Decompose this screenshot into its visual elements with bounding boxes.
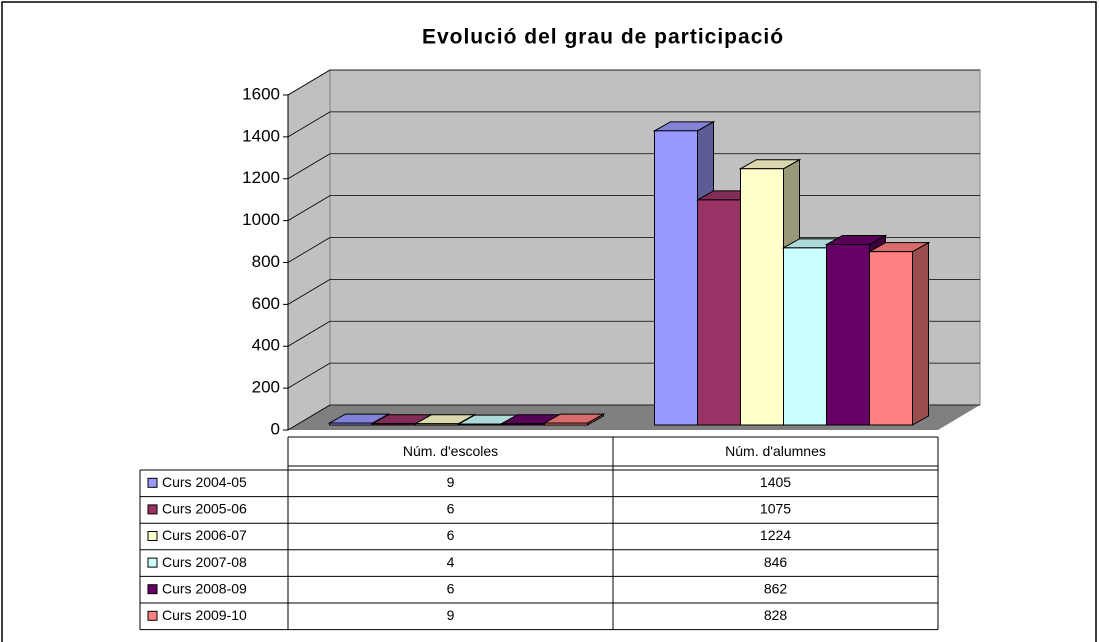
table-header: Núm. d'alumnes: [725, 443, 826, 459]
bar: [501, 423, 545, 426]
grid-line: [287, 362, 331, 389]
table-value: 1075: [760, 501, 791, 517]
table-value: 846: [764, 554, 788, 570]
legend-label: Curs 2004-05: [162, 474, 247, 490]
table-value: 862: [764, 580, 788, 596]
grid-line: [287, 404, 331, 431]
table-value: 6: [447, 580, 455, 596]
table-header: Núm. d'escoles: [403, 443, 498, 459]
legend-key: [147, 584, 158, 595]
y-tick-label: 1000: [242, 210, 280, 229]
y-tick-label: 800: [252, 252, 280, 271]
grid-line: [287, 69, 331, 96]
grid-line: [287, 111, 331, 138]
table-value: 6: [447, 501, 455, 517]
y-tick-label: 1200: [242, 168, 280, 187]
bar: [544, 422, 588, 426]
table-value: 4: [447, 554, 455, 570]
grid-line: [287, 153, 331, 180]
table-value: 9: [447, 474, 455, 490]
table-value: 9: [447, 607, 455, 623]
table-value: 6: [447, 527, 455, 543]
table-value: 1224: [760, 527, 791, 543]
legend-label: Curs 2008-09: [162, 580, 247, 596]
legend-key: [147, 477, 158, 488]
legend-key: [147, 531, 158, 541]
y-tick-label: 600: [252, 294, 280, 313]
grid-line: [287, 279, 331, 305]
legend-key: [147, 557, 158, 568]
y-tick-label: 200: [252, 378, 280, 397]
bar: [826, 244, 870, 426]
bar: [329, 422, 373, 426]
legend-label: Curs 2009-10: [162, 607, 247, 623]
legend-label: Curs 2007-08: [162, 554, 247, 570]
legend-key: [147, 610, 158, 621]
bar: [740, 168, 784, 426]
grid-line: [287, 320, 331, 347]
bar: [869, 251, 913, 426]
legend-key: [147, 504, 158, 515]
y-tick-label: 1600: [242, 84, 280, 103]
y-tick-label: 0: [271, 419, 280, 438]
grid-line: [287, 237, 331, 263]
bar: [697, 199, 741, 426]
legend-label: Curs 2006-07: [162, 527, 247, 543]
bar-side: [912, 241, 929, 426]
bar: [458, 423, 502, 426]
y-tick-label: 400: [252, 336, 280, 355]
y-tick-label: 1400: [242, 126, 280, 145]
grid-line: [287, 195, 331, 221]
bar: [415, 423, 459, 426]
chart-title: Evolució del grau de participació: [422, 26, 784, 49]
bar: [654, 130, 698, 426]
bar: [783, 247, 827, 426]
table-value: 1405: [760, 474, 791, 490]
table-value: 828: [764, 607, 788, 623]
legend-label: Curs 2005-06: [162, 501, 247, 517]
bar: [372, 423, 416, 426]
